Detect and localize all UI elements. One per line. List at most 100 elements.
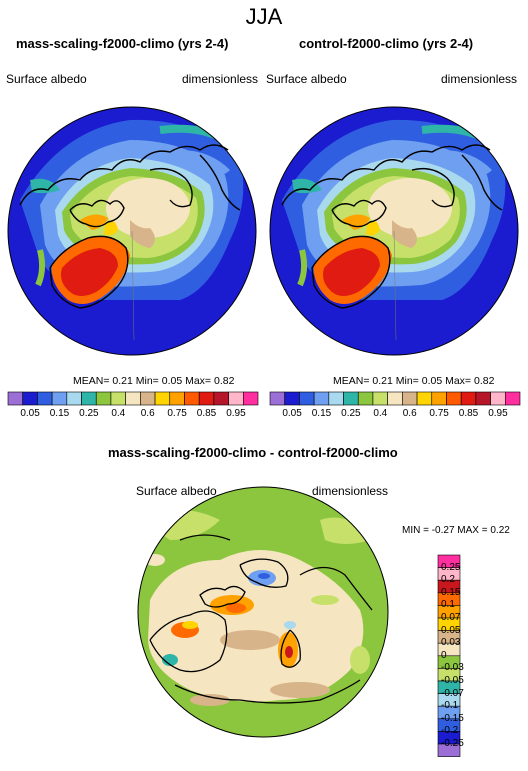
diff-units-label: dimensionless bbox=[312, 484, 389, 498]
legend-label: -0.07 bbox=[441, 687, 464, 699]
colorbar-swatch bbox=[284, 391, 300, 406]
max-value: 0.82 bbox=[213, 375, 235, 387]
legend-label: -0.25 bbox=[441, 738, 464, 749]
diff-map bbox=[138, 487, 388, 737]
colorbar-swatch bbox=[81, 391, 97, 406]
legend-label: 0.05 bbox=[441, 624, 461, 636]
colorbar-tick-label: 0.85 bbox=[458, 408, 479, 419]
colorbar-swatch bbox=[328, 391, 344, 406]
colorbar-swatch bbox=[184, 391, 200, 406]
main-title: JJA bbox=[245, 4, 283, 29]
colorbar-swatch bbox=[313, 391, 330, 406]
colorbar-swatch bbox=[37, 391, 53, 406]
colorbar-swatch bbox=[228, 391, 244, 406]
legend-label: 0.2 bbox=[441, 574, 455, 586]
colorbar-swatch bbox=[416, 391, 433, 406]
panel-1-title: mass-scaling-f2000-climo (yrs 2-4) bbox=[16, 36, 229, 51]
panel-2-map bbox=[270, 107, 518, 355]
colorbar-swatch bbox=[357, 391, 374, 406]
colorbar-swatch bbox=[95, 391, 112, 406]
max-label: Max= bbox=[445, 375, 472, 387]
colorbar-swatch bbox=[7, 391, 24, 406]
colorbar-swatch bbox=[387, 391, 403, 406]
colorbar-swatch bbox=[22, 391, 38, 406]
colorbar-swatch bbox=[299, 391, 315, 406]
colorbar-1 bbox=[7, 391, 259, 406]
legend-label: -0.2 bbox=[441, 725, 459, 737]
panel-1-coastlines bbox=[7, 106, 257, 356]
legend-label: 0.1 bbox=[441, 599, 455, 611]
colorbar-tick-label: 0.05 bbox=[20, 408, 40, 419]
colorbar-swatch bbox=[125, 391, 141, 406]
legend-label: 0 bbox=[441, 649, 447, 661]
colorbar-swatch bbox=[460, 391, 477, 406]
colorbar-swatch bbox=[490, 391, 506, 406]
legend-label: 0.15 bbox=[441, 586, 461, 598]
colorbar-tick-label: 0.4 bbox=[111, 408, 126, 419]
legend-label: -0.1 bbox=[441, 700, 459, 712]
colorbar-swatch bbox=[372, 391, 388, 406]
colorbar-swatch bbox=[140, 391, 156, 406]
colorbar-swatch bbox=[504, 391, 521, 406]
colorbar-swatch bbox=[269, 391, 286, 406]
colorbar-swatch bbox=[198, 391, 215, 406]
colorbar-tick-label: 0.6 bbox=[140, 408, 155, 419]
colorbar-swatch bbox=[110, 391, 126, 406]
colorbar-2 bbox=[269, 391, 521, 406]
colorbar-swatch bbox=[66, 391, 82, 406]
colorbar-tick-label: 0.75 bbox=[167, 408, 187, 419]
diff-legend bbox=[437, 554, 461, 757]
diff-coastlines bbox=[137, 486, 389, 738]
diff-minmax: MIN = -0.27 MAX = 0.22 bbox=[402, 525, 510, 536]
legend-label: -0.03 bbox=[441, 662, 464, 674]
colorbar-tick-label: 0.6 bbox=[402, 408, 417, 419]
colorbar-swatch bbox=[475, 391, 491, 406]
colorbar-tick-label: 0.95 bbox=[488, 408, 508, 419]
colorbar-tick-label: 0.75 bbox=[429, 408, 449, 419]
legend-label: -0.05 bbox=[441, 675, 464, 686]
colorbar-swatch bbox=[213, 391, 229, 406]
colorbar-tick-label: 0.85 bbox=[196, 408, 217, 419]
min-label: Min= bbox=[135, 375, 159, 387]
panel-2-title: control-f2000-climo (yrs 2-4) bbox=[299, 36, 474, 51]
colorbar-tick-label: 0.4 bbox=[373, 408, 388, 419]
mean-label: MEAN= bbox=[333, 375, 370, 387]
colorbar-swatch bbox=[431, 391, 447, 406]
colorbar-swatch bbox=[343, 391, 359, 406]
colorbar-tick-label: 0.15 bbox=[311, 408, 332, 419]
colorbar-swatch bbox=[242, 391, 259, 406]
diff-title: mass-scaling-f2000-climo - control-f2000… bbox=[108, 445, 398, 460]
max-label: Max= bbox=[185, 375, 212, 387]
legend-label: -0.15 bbox=[441, 712, 464, 724]
max-value: 0.82 bbox=[473, 375, 495, 387]
panel-1-units-label: dimensionless bbox=[182, 72, 259, 86]
panel-2-field-label: Surface albedo bbox=[266, 72, 347, 86]
colorbar-swatch bbox=[169, 391, 185, 406]
min-value: 0.05 bbox=[161, 375, 183, 387]
min-label: Min= bbox=[395, 375, 419, 387]
diff-field-label: Surface albedo bbox=[136, 484, 217, 498]
mean-label: MEAN= bbox=[73, 375, 110, 387]
min-value: 0.05 bbox=[421, 375, 443, 387]
colorbar-tick-label: 0.05 bbox=[282, 408, 302, 419]
colorbar-swatch bbox=[51, 391, 68, 406]
panel-2-coastlines bbox=[269, 106, 519, 356]
colorbar-tick-label: 0.25 bbox=[79, 408, 99, 419]
legend-swatch bbox=[437, 743, 461, 757]
colorbar-tick-label: 0.25 bbox=[341, 408, 361, 419]
colorbar-tick-label: 0.95 bbox=[226, 408, 246, 419]
panel-2-stats: MEAN= 0.21 Min= 0.05 Max= 0.82 bbox=[333, 375, 494, 387]
legend-label: 0.25 bbox=[441, 561, 461, 573]
colorbar-swatch bbox=[446, 391, 462, 406]
colorbar-swatch bbox=[154, 391, 171, 406]
mean-value: 0.21 bbox=[372, 375, 393, 387]
legend-label: 0.03 bbox=[441, 637, 461, 649]
panel-2-units-label: dimensionless bbox=[441, 72, 518, 86]
panel-1-stats: MEAN= 0.21 Min= 0.05 Max= 0.82 bbox=[73, 375, 234, 387]
panel-1-field-label: Surface albedo bbox=[6, 72, 87, 86]
legend-label: 0.07 bbox=[441, 612, 461, 623]
colorbar-tick-label: 0.15 bbox=[49, 408, 70, 419]
colorbar-swatch bbox=[402, 391, 418, 406]
mean-value: 0.21 bbox=[112, 375, 133, 387]
